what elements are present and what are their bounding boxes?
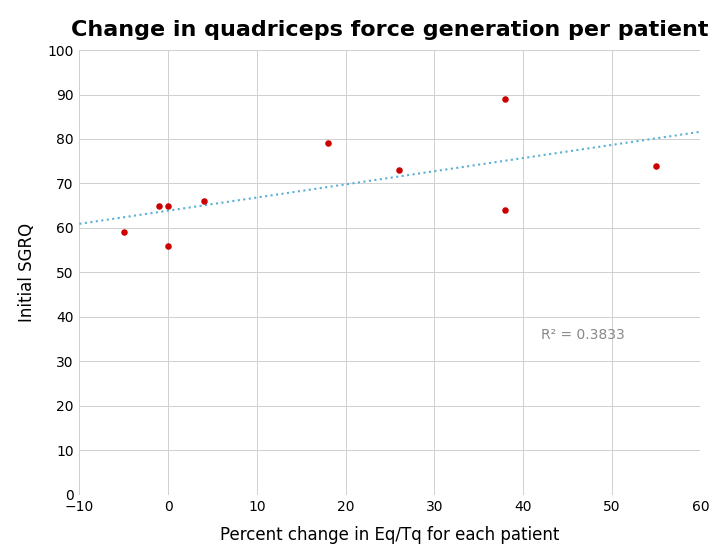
Point <box>198 197 209 206</box>
Y-axis label: Initial SGRQ: Initial SGRQ <box>18 223 36 322</box>
Point <box>500 95 511 103</box>
Point <box>651 161 662 170</box>
Point <box>500 206 511 215</box>
Point <box>322 139 334 148</box>
X-axis label: Percent change in Eq/Tq for each patient: Percent change in Eq/Tq for each patient <box>220 525 560 544</box>
Text: R² = 0.3833: R² = 0.3833 <box>541 327 625 342</box>
Point <box>393 166 404 175</box>
Point <box>118 228 129 237</box>
Point <box>162 241 174 250</box>
Point <box>162 201 174 210</box>
Point <box>154 201 165 210</box>
Title: Change in quadriceps force generation per patient: Change in quadriceps force generation pe… <box>71 20 708 40</box>
